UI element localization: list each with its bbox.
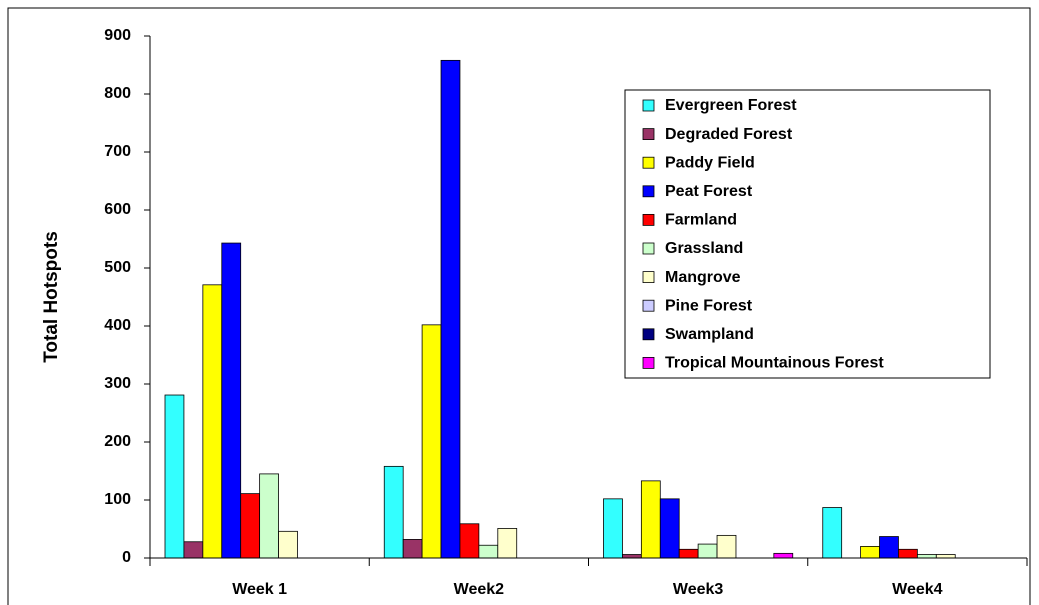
bar: [898, 548, 918, 559]
bar: [678, 548, 699, 559]
legend-swatch: [642, 356, 655, 369]
legend-swatch: [642, 299, 655, 312]
y-axis-label: Total Hotspots: [41, 231, 62, 363]
legend-label: Mangrove: [665, 269, 741, 286]
bar: [202, 284, 223, 559]
bar: [640, 480, 661, 559]
bar: [935, 554, 956, 559]
legend-label: Swampland: [665, 326, 754, 343]
x-tick-label: Week 1: [232, 581, 287, 598]
legend-swatch: [642, 271, 655, 284]
legend-label: Tropical Mountainous Forest: [665, 355, 884, 372]
legend-swatch: [642, 128, 655, 141]
bar: [879, 536, 899, 559]
y-tick-label: 200: [104, 433, 131, 450]
x-tick-label: Week3: [673, 581, 724, 598]
legend-swatch: [642, 213, 655, 226]
y-tick-label: 800: [104, 85, 131, 102]
bar: [822, 507, 843, 559]
legend-label: Paddy Field: [665, 154, 755, 171]
x-tick-label: Week2: [454, 581, 505, 598]
bar: [622, 554, 642, 559]
legend-label: Evergreen Forest: [665, 97, 797, 114]
bar: [383, 465, 404, 559]
bar: [164, 394, 185, 559]
legend-swatch: [642, 99, 655, 112]
bar: [278, 530, 298, 559]
bar: [697, 543, 718, 559]
bar: [916, 554, 937, 559]
y-tick-label: 900: [104, 27, 131, 44]
bar: [860, 546, 880, 559]
bar: [716, 534, 737, 559]
y-tick-label: 300: [104, 375, 131, 392]
y-tick-label: 400: [104, 317, 131, 334]
y-tick-label: 700: [104, 143, 131, 160]
bar: [183, 541, 204, 559]
bar: [459, 523, 480, 559]
legend-swatch: [642, 242, 655, 255]
legend-swatch: [642, 328, 655, 341]
legend-label: Peat Forest: [665, 183, 753, 200]
y-tick-label: 500: [104, 259, 131, 276]
legend-swatch: [642, 185, 655, 198]
y-tick-label: 100: [104, 491, 131, 508]
legend-label: Pine Forest: [665, 297, 753, 314]
bar: [402, 539, 423, 559]
bar: [440, 59, 461, 559]
bar: [259, 473, 279, 559]
legend-swatch: [642, 156, 655, 169]
y-tick-label: 600: [104, 201, 131, 218]
bar: [221, 242, 242, 559]
legend-label: Farmland: [665, 212, 737, 229]
x-tick-label: Week4: [892, 581, 943, 598]
bar: [497, 528, 518, 559]
legend-label: Degraded Forest: [665, 126, 793, 143]
legend-box: [624, 89, 991, 379]
bar: [240, 493, 261, 559]
bar: [421, 324, 442, 559]
y-tick-label: 0: [122, 549, 131, 566]
bar: [478, 544, 499, 559]
bar: [603, 498, 623, 559]
bar: [773, 552, 794, 559]
legend-label: Grassland: [665, 240, 743, 257]
bar: [659, 498, 680, 559]
